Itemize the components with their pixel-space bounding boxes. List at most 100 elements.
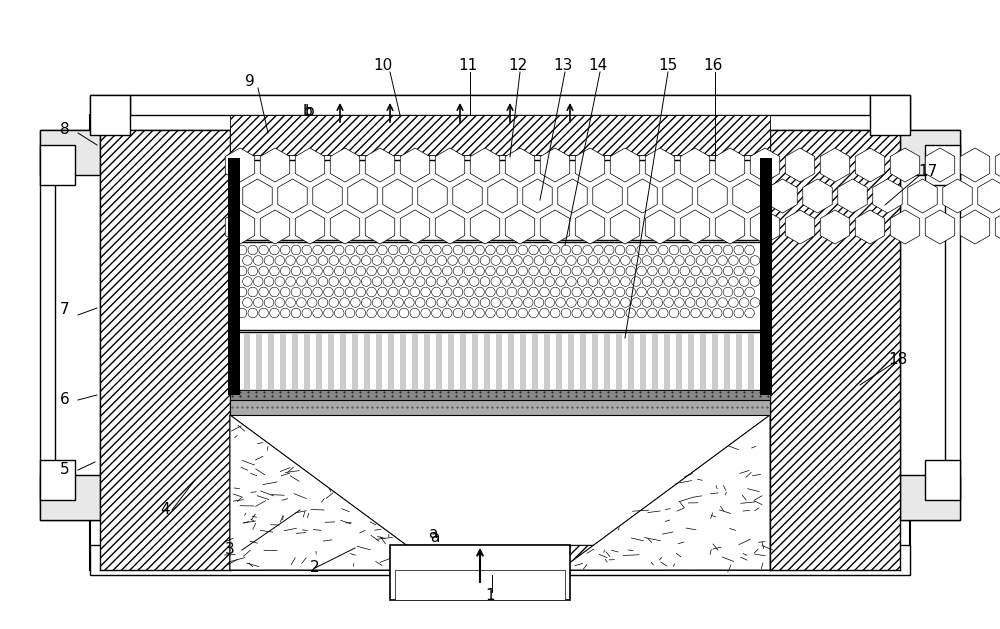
Bar [292, 333, 298, 389]
Circle shape [453, 287, 463, 297]
Circle shape [518, 308, 528, 318]
Circle shape [421, 245, 430, 255]
Circle shape [550, 287, 560, 297]
Circle shape [675, 277, 684, 286]
Bar [388, 333, 394, 389]
Circle shape [642, 298, 652, 308]
Circle shape [329, 298, 339, 308]
Circle shape [637, 287, 646, 297]
Bar [760, 333, 766, 389]
Circle shape [631, 277, 641, 286]
Circle shape [302, 245, 312, 255]
Circle shape [523, 256, 533, 265]
Circle shape [237, 266, 247, 276]
Circle shape [496, 245, 506, 255]
Circle shape [712, 266, 722, 276]
Circle shape [480, 256, 490, 265]
Circle shape [421, 266, 430, 276]
Polygon shape [260, 210, 290, 244]
Circle shape [621, 277, 630, 286]
Circle shape [702, 245, 711, 255]
Circle shape [399, 308, 409, 318]
Circle shape [297, 256, 306, 265]
Circle shape [615, 287, 625, 297]
Circle shape [696, 277, 706, 286]
Circle shape [464, 245, 474, 255]
Circle shape [480, 277, 490, 286]
Text: 17: 17 [918, 165, 938, 179]
Bar [925, 460, 960, 500]
Circle shape [567, 277, 576, 286]
Circle shape [421, 308, 430, 318]
Circle shape [572, 308, 582, 318]
Bar [424, 333, 430, 389]
Circle shape [291, 266, 301, 276]
Circle shape [675, 298, 684, 308]
Circle shape [356, 308, 366, 318]
Text: a: a [430, 530, 440, 545]
Circle shape [367, 245, 376, 255]
Circle shape [469, 256, 479, 265]
Bar [232, 333, 238, 389]
Circle shape [464, 287, 474, 297]
Text: 15: 15 [658, 57, 678, 72]
Circle shape [577, 277, 587, 286]
Circle shape [432, 266, 441, 276]
Polygon shape [435, 148, 465, 182]
Polygon shape [838, 179, 867, 213]
Circle shape [669, 266, 679, 276]
Circle shape [280, 266, 290, 276]
Bar [40, 460, 75, 500]
Circle shape [545, 277, 555, 286]
Circle shape [572, 287, 582, 297]
Circle shape [313, 245, 322, 255]
Bar [748, 333, 754, 389]
Circle shape [529, 308, 538, 318]
Circle shape [394, 277, 403, 286]
Circle shape [297, 298, 306, 308]
Circle shape [545, 298, 555, 308]
Polygon shape [400, 210, 430, 244]
Circle shape [534, 298, 544, 308]
Bar [870, 95, 910, 135]
Circle shape [448, 256, 457, 265]
Bar [40, 130, 100, 175]
Polygon shape [400, 148, 430, 182]
Circle shape [540, 266, 549, 276]
Text: 8: 8 [60, 123, 70, 138]
Circle shape [324, 287, 333, 297]
Polygon shape [470, 210, 500, 244]
Text: 5: 5 [60, 462, 70, 477]
Circle shape [496, 287, 506, 297]
Circle shape [399, 245, 409, 255]
Polygon shape [575, 210, 605, 244]
Circle shape [459, 298, 468, 308]
Bar [40, 130, 100, 520]
Circle shape [432, 287, 441, 297]
Circle shape [648, 308, 657, 318]
Polygon shape [330, 148, 360, 182]
Circle shape [345, 245, 355, 255]
Bar [90, 545, 910, 575]
Bar [244, 333, 250, 389]
Circle shape [556, 277, 565, 286]
Circle shape [415, 277, 425, 286]
Polygon shape [365, 210, 395, 244]
Circle shape [712, 245, 722, 255]
Text: 14: 14 [588, 57, 608, 72]
Circle shape [604, 287, 614, 297]
Polygon shape [960, 148, 990, 182]
Circle shape [394, 256, 403, 265]
Circle shape [426, 298, 436, 308]
Circle shape [523, 277, 533, 286]
Bar [90, 95, 910, 130]
Circle shape [324, 308, 333, 318]
Polygon shape [593, 179, 622, 213]
Polygon shape [418, 179, 447, 213]
Circle shape [367, 266, 376, 276]
Polygon shape [230, 415, 440, 570]
Polygon shape [645, 210, 675, 244]
Circle shape [750, 298, 760, 308]
Circle shape [442, 266, 452, 276]
Circle shape [642, 256, 652, 265]
